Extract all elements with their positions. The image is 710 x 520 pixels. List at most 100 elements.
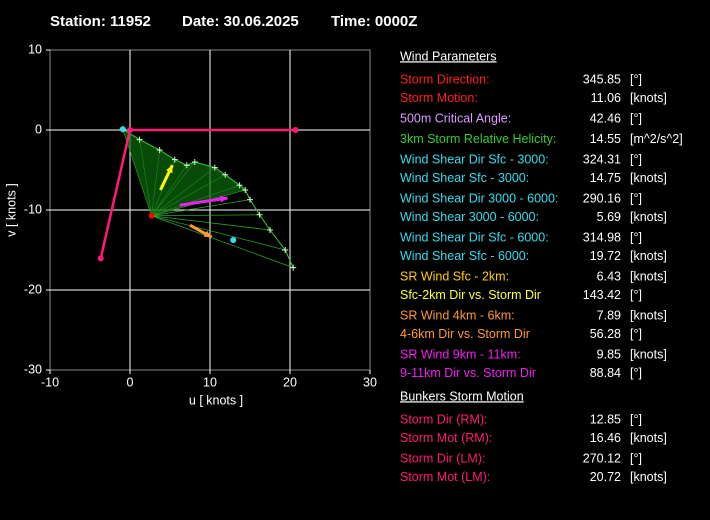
param-unit: [knots] [630, 470, 667, 484]
param-unit: [°] [630, 412, 642, 426]
x-axis-label: u [ knots ] [189, 393, 243, 407]
param-value: 19.72 [590, 249, 621, 263]
helicity-area [151, 174, 240, 216]
param-label: Storm Motion: [400, 91, 478, 105]
x-tick-label: 0 [127, 375, 134, 389]
plus-marker [282, 247, 289, 253]
helicity-area [151, 167, 226, 216]
param-unit: [knots] [630, 91, 667, 105]
point [292, 127, 299, 133]
plus-marker [156, 147, 163, 153]
section-title: Bunkers Storm Motion [400, 389, 524, 403]
param-unit: [knots] [630, 431, 667, 445]
param-value: 20.72 [590, 470, 621, 484]
param-label: Storm Mot (RM): [400, 431, 492, 445]
x-tick-label: 20 [283, 375, 297, 389]
param-label: SR Wind 9km - 11km: [400, 347, 521, 361]
param-unit: [knots] [630, 308, 667, 322]
param-label: Sfc-2km Dir vs. Storm Dir [400, 288, 541, 302]
param-label: Wind Shear Dir 3000 - 6000: [400, 191, 558, 205]
param-value: 6.43 [597, 269, 621, 283]
helicity-area [139, 139, 160, 216]
plus-marker [236, 182, 243, 189]
param-value: 56.28 [590, 327, 621, 341]
param-label: Storm Dir (RM): [400, 412, 488, 426]
plus-marker [290, 264, 297, 271]
y-tick-label: -20 [24, 282, 42, 296]
param-label: SR Wind Sfc - 2km: [400, 269, 509, 283]
header-text: Time: 0000Z [331, 13, 417, 30]
param-unit: [knots] [630, 347, 667, 361]
param-value: 42.46 [590, 111, 621, 125]
param-label: Wind Shear Dir Sfc - 6000: [400, 230, 549, 244]
helicity-fan [151, 215, 271, 231]
param-label: Wind Shear Sfc - 3000: [400, 171, 529, 185]
helicity-fan [151, 215, 294, 268]
vector-arrow [179, 196, 228, 207]
point [127, 127, 133, 133]
param-label: 4-6km Dir vs. Storm Dir [400, 327, 530, 341]
plus-marker [191, 159, 198, 165]
arrow-head [166, 165, 173, 174]
param-unit: [°] [630, 191, 642, 205]
helicity-fan [151, 199, 251, 217]
param-value: 314.98 [583, 230, 621, 244]
header-text: Station: 11952 [50, 13, 151, 30]
param-value: 345.85 [583, 72, 621, 86]
param-unit: [°] [630, 288, 642, 302]
section-title: Wind Parameters [400, 49, 497, 63]
param-unit: [knots] [630, 269, 667, 283]
point [97, 255, 104, 262]
x-tick-label: 30 [363, 375, 377, 389]
x-tick-label: 10 [203, 375, 217, 389]
param-label: 500m Critical Angle: [400, 111, 511, 125]
y-tick-label: 10 [28, 42, 42, 56]
param-label: Storm Direction: [400, 72, 490, 86]
y-tick-label: -30 [24, 362, 42, 376]
param-unit: [m^2/s^2] [630, 132, 683, 146]
param-label: 3km Storm Relative Helicity: [400, 132, 556, 146]
helicity-fan [151, 215, 286, 251]
param-value: 290.16 [583, 191, 621, 205]
param-value: 270.12 [583, 451, 621, 465]
param-value: 14.75 [590, 171, 621, 185]
helicity-area [122, 129, 152, 216]
param-value: 9.85 [597, 347, 621, 361]
param-value: 143.42 [583, 288, 621, 302]
x-tick-label: -10 [41, 375, 59, 389]
y-axis-label: v [ knots ] [4, 183, 18, 237]
param-value: 5.69 [597, 210, 621, 224]
param-value: 88.84 [590, 366, 621, 380]
param-value: 7.89 [597, 308, 621, 322]
param-unit: [°] [630, 152, 642, 166]
plus-marker [136, 136, 143, 143]
point [119, 126, 126, 133]
param-unit: [°] [630, 111, 642, 125]
param-unit: [knots] [630, 210, 667, 224]
param-label: Storm Mot (LM): [400, 470, 490, 484]
param-unit: [°] [630, 72, 642, 86]
y-tick-label: -10 [24, 202, 42, 216]
param-unit: [knots] [630, 171, 667, 185]
arrow-head [203, 230, 212, 238]
param-label: SR Wind 4km - 6km: [400, 308, 515, 322]
y-tick-label: 0 [35, 122, 42, 136]
plus-marker [247, 196, 253, 203]
param-label: 9-11km Dir vs. Storm Dir [400, 366, 536, 380]
param-label: Wind Shear Dir Sfc - 3000: [400, 152, 549, 166]
param-value: 12.85 [590, 412, 621, 426]
plus-marker [256, 211, 263, 218]
plus-marker [211, 164, 218, 171]
point [230, 237, 237, 243]
param-unit: [°] [630, 366, 642, 380]
param-unit: [°] [630, 327, 642, 341]
header-text: Date: 30.06.2025 [182, 13, 299, 30]
helicity-fan [151, 214, 260, 217]
param-value: 14.55 [590, 132, 621, 146]
param-unit: [°] [630, 230, 642, 244]
plus-marker [267, 227, 273, 233]
plus-marker [222, 171, 229, 178]
param-label: Storm Dir (LM): [400, 451, 485, 465]
